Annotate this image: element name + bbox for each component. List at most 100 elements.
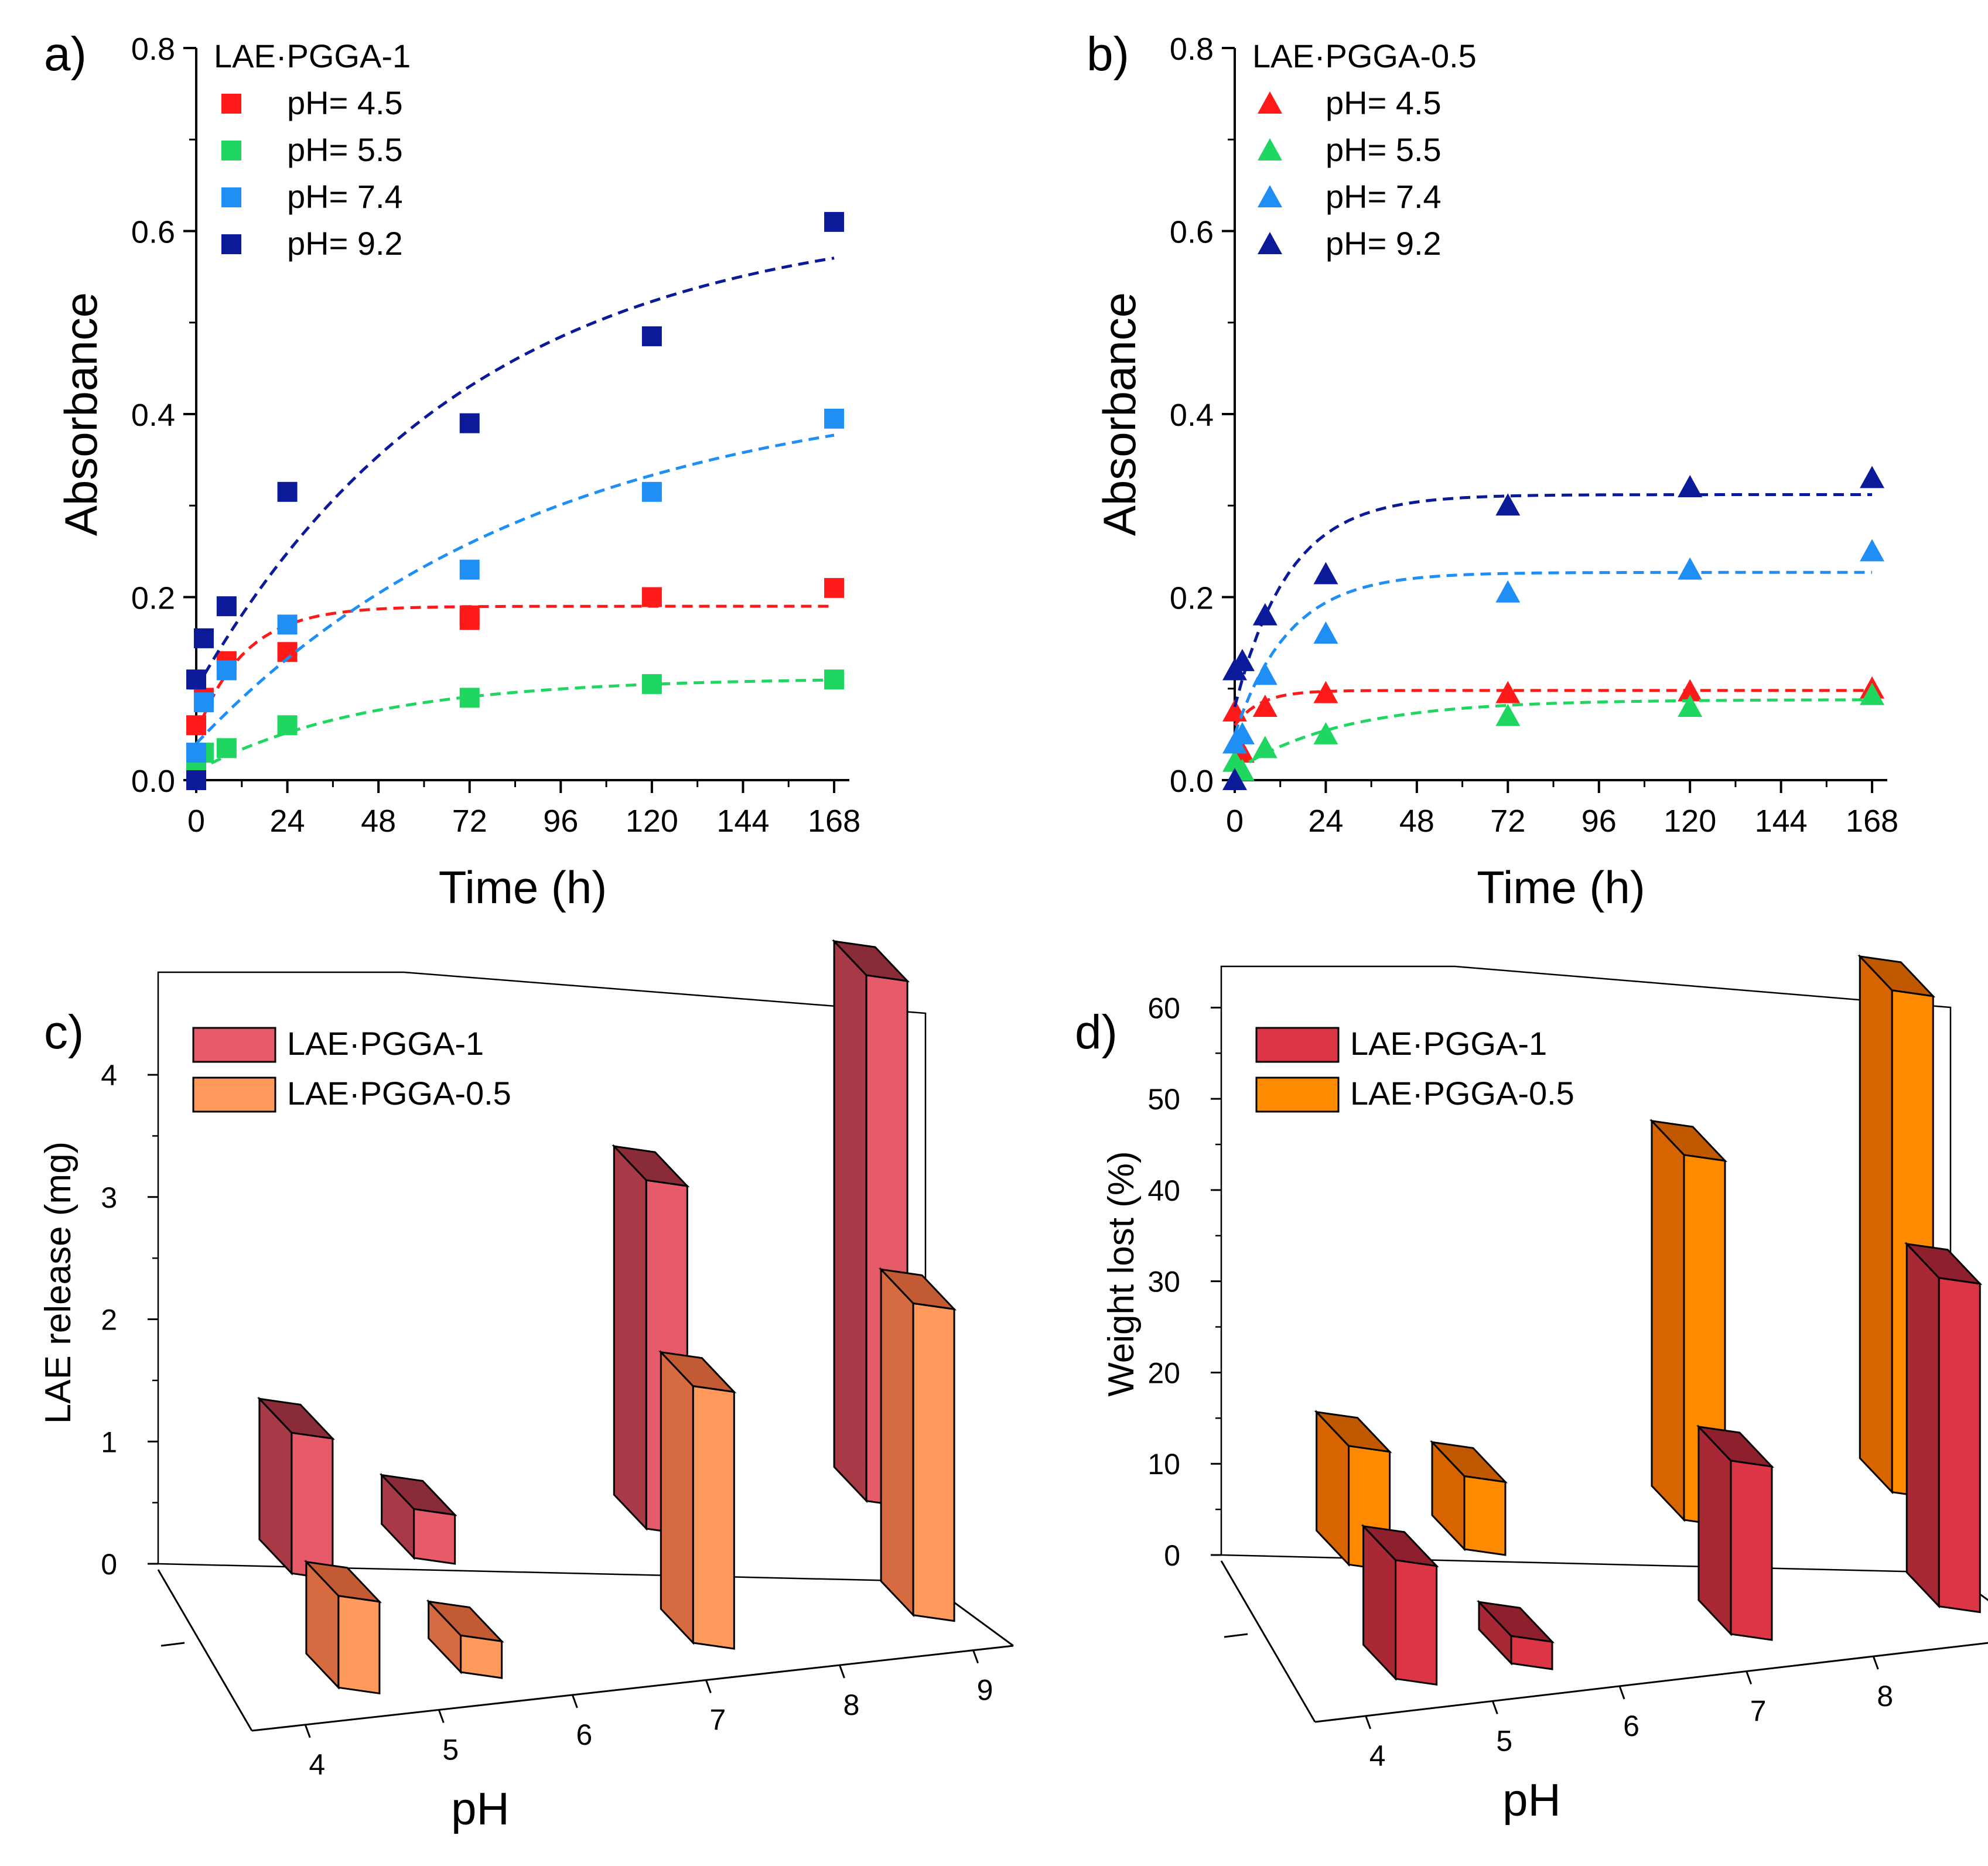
panel-label: c) bbox=[44, 1006, 84, 1059]
data-point bbox=[641, 481, 662, 502]
data-point bbox=[277, 715, 298, 736]
legend-label: LAE·PGGA-1 bbox=[1350, 1025, 1547, 1062]
wall-base bbox=[1221, 1554, 1951, 1574]
y-axis-title: LAE release (mg) bbox=[38, 1142, 78, 1424]
bar-side bbox=[833, 939, 867, 1503]
x-tick bbox=[304, 1724, 311, 1738]
x-tick bbox=[1365, 1715, 1372, 1730]
x-tick bbox=[705, 1679, 712, 1694]
bar bbox=[692, 1385, 735, 1650]
x-tick-label: 96 bbox=[1581, 804, 1617, 839]
legend-label: pH= 4.5 bbox=[1326, 84, 1442, 121]
legend-marker bbox=[1258, 232, 1282, 254]
x-tick-label: 5 bbox=[1496, 1724, 1512, 1757]
fit-line bbox=[1233, 570, 1873, 735]
x-tick-label: 24 bbox=[270, 804, 305, 839]
x-tick-label: 6 bbox=[1623, 1710, 1639, 1742]
panel-b: b) 0.0 0.2 0.4 0.6 0.8 0 24 48 72 96 120 144 168 Time … bbox=[1087, 28, 1898, 913]
depth-tick bbox=[160, 1642, 185, 1647]
x-axis-title: pH bbox=[451, 1783, 510, 1834]
data-point bbox=[1313, 722, 1338, 744]
x-tick-label: 24 bbox=[1308, 804, 1343, 839]
legend-swatch bbox=[192, 1027, 276, 1063]
x-tick-label: 72 bbox=[452, 804, 487, 839]
floor-left-edge bbox=[157, 1569, 253, 1731]
legend-title: LAE·PGGA-1 bbox=[214, 37, 411, 74]
bar bbox=[912, 1302, 955, 1622]
legend-marker bbox=[221, 94, 241, 114]
bar bbox=[1730, 1460, 1773, 1641]
bar-side bbox=[1905, 1242, 1940, 1609]
panel-label: d) bbox=[1075, 1006, 1118, 1059]
floor-front-edge bbox=[251, 1645, 1014, 1732]
x-tick-label: 6 bbox=[576, 1718, 592, 1751]
y-tick-label: 0.6 bbox=[131, 215, 175, 250]
x-tick-label: 168 bbox=[1846, 804, 1898, 839]
y-tick-label: 0.8 bbox=[1170, 32, 1214, 67]
y-axis-title: Absorbance bbox=[1094, 292, 1145, 536]
bar-side bbox=[1859, 954, 1893, 1495]
fit-line bbox=[194, 257, 835, 690]
legend-marker bbox=[221, 234, 241, 254]
panel-c: c) 0 1 2 3 4 LAE release (mg) 4 5 6 7 8 9 pH LAE·PGGA-… bbox=[38, 939, 1014, 1834]
data-point bbox=[193, 692, 214, 713]
data-point bbox=[641, 587, 662, 607]
x-tick-label: 8 bbox=[1877, 1680, 1893, 1713]
y-tick-label: 60 bbox=[1147, 992, 1180, 1024]
y-tick-label: 0.8 bbox=[131, 32, 175, 67]
data-point bbox=[1313, 562, 1338, 585]
y-tick-label: 0 bbox=[101, 1548, 117, 1581]
data-point bbox=[1229, 648, 1255, 671]
data-point bbox=[1495, 493, 1521, 516]
bar bbox=[337, 1595, 381, 1695]
data-point bbox=[1313, 621, 1338, 644]
data-point bbox=[1495, 580, 1521, 603]
y-tick-label: 40 bbox=[1147, 1174, 1180, 1207]
y-tick-label: 20 bbox=[1147, 1356, 1180, 1389]
legend-label: pH= 5.5 bbox=[1326, 131, 1442, 168]
bar bbox=[1395, 1559, 1438, 1686]
data-point bbox=[193, 628, 214, 648]
x-axis-title: Time (h) bbox=[1477, 862, 1645, 913]
data-point bbox=[1313, 681, 1338, 703]
bar bbox=[413, 1508, 456, 1565]
y-tick-label: 0.0 bbox=[131, 764, 175, 799]
data-point bbox=[1678, 475, 1703, 497]
data-point bbox=[1252, 662, 1277, 685]
data-point bbox=[186, 743, 206, 763]
y-tick-label: 50 bbox=[1147, 1083, 1180, 1116]
x-tick-label: 96 bbox=[543, 804, 578, 839]
data-point bbox=[1678, 679, 1703, 702]
y-tick-label: 30 bbox=[1147, 1266, 1180, 1298]
x-tick-label: 144 bbox=[1755, 804, 1808, 839]
y-tick-label: 1 bbox=[101, 1426, 117, 1458]
data-point bbox=[1860, 466, 1885, 488]
x-tick bbox=[571, 1694, 578, 1708]
data-point bbox=[459, 413, 480, 433]
data-point bbox=[641, 674, 662, 694]
legend-marker bbox=[1258, 138, 1282, 160]
y-tick-label: 0.2 bbox=[1170, 581, 1214, 616]
fit-line bbox=[1233, 493, 1873, 708]
y-tick-label: 10 bbox=[1147, 1448, 1180, 1481]
data-point bbox=[1229, 722, 1255, 744]
data-point bbox=[459, 559, 480, 580]
x-tick-label: 9 bbox=[977, 1674, 993, 1707]
data-point bbox=[216, 596, 237, 617]
panel-a: a) 0.0 0.2 0.4 0.6 0.8 0 24 48 72 96 120 144 168 Time … bbox=[44, 28, 860, 913]
x-tick-label: 168 bbox=[808, 804, 860, 839]
data-point bbox=[186, 715, 206, 736]
legend-marker bbox=[1258, 91, 1282, 114]
y-tick-label: 0.6 bbox=[1170, 215, 1214, 250]
x-tick-label: 144 bbox=[716, 804, 769, 839]
bar bbox=[1463, 1475, 1507, 1556]
data-point bbox=[1860, 539, 1885, 562]
bar bbox=[460, 1634, 503, 1679]
legend-label: pH= 7.4 bbox=[287, 178, 403, 215]
legend-swatch bbox=[1255, 1076, 1340, 1113]
legend-label: pH= 9.2 bbox=[1326, 225, 1442, 262]
fit-line bbox=[1234, 698, 1873, 773]
x-tick bbox=[1872, 1656, 1879, 1670]
floor-front-edge bbox=[1314, 1642, 1988, 1723]
y-tick-label: 0.0 bbox=[1170, 764, 1214, 799]
